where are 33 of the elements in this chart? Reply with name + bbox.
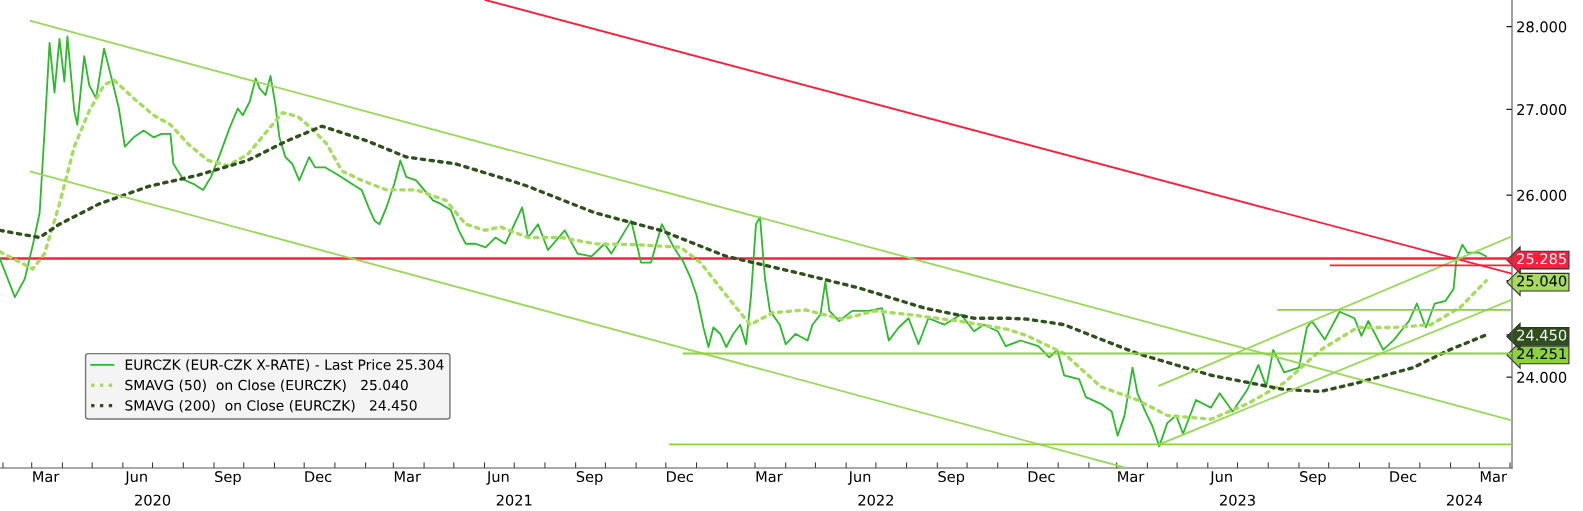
x-tick-label: Mar	[33, 471, 60, 483]
x2-tick-label: 2024	[1446, 494, 1483, 506]
x-tick-label: Mar	[1480, 471, 1507, 483]
y-tick-label: 27.000	[1517, 104, 1567, 116]
x-tick-label: Jun	[124, 471, 147, 485]
x2-tick-label: 2020	[135, 494, 171, 506]
x-tick-label: Jun	[1209, 471, 1232, 485]
y-tick-label: 28.000	[1517, 21, 1567, 33]
x2-tick-label: 2022	[858, 494, 893, 506]
y-tick-label: 25.285	[1517, 253, 1566, 265]
legend-label: EURCZK (EUR-CZK X-RATE) - Last Price 25.304	[125, 359, 444, 372]
x-tick-label: Dec	[305, 471, 332, 483]
legend-label: SMAVG (50) on Close (EURCZK) 25.040	[125, 379, 408, 392]
y-tick-label: 25.040	[1517, 275, 1567, 287]
y-tick-label: 26.000	[1517, 189, 1567, 201]
x-tick-label: Sep	[215, 471, 241, 485]
x-tick-label: Dec	[1390, 471, 1417, 483]
y-tick-label: 24.251	[1517, 348, 1566, 360]
x-tick-label: Mar	[1118, 471, 1145, 483]
x-tick-label: Mar	[394, 471, 421, 483]
y-tick-label: 24.000	[1517, 371, 1567, 383]
x-tick-label: Dec	[1028, 471, 1055, 483]
x2-tick-label: 2023	[1220, 494, 1255, 506]
x-tick-label: Sep	[576, 471, 603, 485]
x-tick-label: Jun	[486, 471, 509, 485]
legend-label: SMAVG (200) on Close (EURCZK) 24.450	[125, 399, 417, 413]
y-tick-label: 24.450	[1517, 329, 1567, 341]
x2-tick-label: 2021	[496, 494, 532, 506]
x-tick-label: Sep	[1300, 471, 1326, 485]
x-tick-label: Sep	[938, 471, 965, 485]
x-tick-label: Mar	[756, 471, 783, 483]
x-tick-label: Jun	[847, 471, 871, 485]
x-tick-label: Dec	[667, 471, 693, 483]
